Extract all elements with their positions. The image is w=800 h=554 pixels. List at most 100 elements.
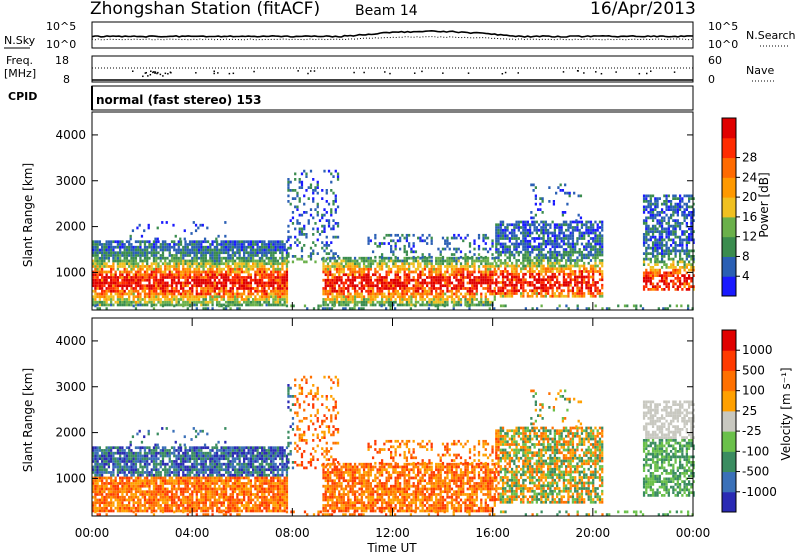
- echo-cell: [656, 249, 659, 253]
- echo-cell: [672, 263, 675, 266]
- echo-cell: [231, 254, 234, 257]
- echo-cell: [566, 202, 569, 206]
- echo-cell: [186, 267, 189, 271]
- echo-cell: [92, 284, 95, 288]
- echo-cell: [437, 259, 440, 263]
- echo-cell: [569, 272, 572, 276]
- echo-cell: [672, 233, 675, 236]
- echo-cell: [331, 300, 334, 304]
- echo-cell: [213, 248, 216, 252]
- echo-cell: [513, 231, 516, 235]
- echo-cell: [342, 270, 345, 274]
- echo-cell: [484, 270, 487, 274]
- echo-cell: [356, 276, 359, 279]
- echo-cell: [444, 239, 447, 243]
- echo-cell: [274, 256, 277, 260]
- echo-cell: [439, 270, 442, 274]
- echo-cell: [601, 242, 604, 246]
- echo-cell: [672, 230, 675, 233]
- echo-cell: [656, 219, 659, 222]
- echo-cell: [576, 259, 579, 262]
- echo-cell: [281, 248, 284, 252]
- echo-cell: [464, 259, 467, 263]
- echo-cell: [274, 303, 277, 307]
- echo-cell: [362, 256, 366, 260]
- freq-panel: Freq. [MHz] 18 8 60 0 Nave: [4, 54, 776, 86]
- echo-cell: [477, 247, 481, 251]
- echo-cell: [270, 256, 273, 260]
- echo-cell: [107, 243, 111, 246]
- echo-cell: [197, 295, 201, 299]
- echo-cell: [276, 243, 280, 246]
- echo-cell: [468, 292, 472, 296]
- echo-cell: [501, 286, 505, 290]
- echo-cell: [687, 211, 691, 214]
- echo-cell: [173, 276, 176, 279]
- echo-cell: [558, 272, 561, 276]
- echo-cell: [553, 275, 557, 279]
- echo-cell: [326, 307, 329, 310]
- echo-cell: [497, 231, 500, 235]
- echo-cell: [159, 254, 162, 257]
- echo-cell: [351, 281, 354, 285]
- echo-cell: [285, 278, 289, 282]
- echo-cell: [173, 267, 176, 271]
- echo-cell: [508, 272, 511, 276]
- echo-cell: [540, 231, 543, 235]
- echo-cell: [204, 245, 207, 249]
- echo-cell: [426, 284, 429, 288]
- echo-cell: [274, 295, 277, 299]
- echo-cell: [596, 237, 599, 240]
- echo-cell: [669, 279, 673, 283]
- echo-cell: [261, 248, 264, 252]
- echo-cell: [499, 228, 502, 232]
- echo-cell: [103, 248, 106, 252]
- echo-cell: [571, 245, 575, 249]
- nave-dot: [154, 71, 157, 73]
- echo-cell: [263, 240, 266, 244]
- echo-cell: [177, 243, 180, 246]
- echo-cell: [206, 248, 210, 252]
- echo-cell: [155, 248, 158, 252]
- echo-cell: [356, 284, 359, 288]
- echo-cell: [376, 284, 379, 288]
- echo-cell: [690, 285, 693, 288]
- echo-cell: [580, 242, 584, 246]
- echo-cell: [676, 197, 679, 200]
- echo-cell: [305, 260, 308, 264]
- echo-cell: [112, 295, 115, 299]
- echo-cell: [453, 287, 456, 290]
- echo-cell: [240, 256, 244, 260]
- echo-cell: [285, 276, 289, 279]
- echo-cell: [213, 254, 216, 257]
- nave-dot: [595, 71, 597, 73]
- echo-cell: [340, 298, 343, 301]
- echo-cell: [576, 304, 579, 308]
- echo-cell: [457, 273, 460, 277]
- echo-cell: [224, 278, 228, 282]
- echo-cell: [332, 191, 335, 195]
- echo-cell: [412, 303, 415, 307]
- echo-cell: [542, 237, 545, 240]
- echo-cell: [150, 292, 153, 296]
- echo-cell: [303, 224, 306, 228]
- echo-cell: [247, 284, 250, 288]
- echo-cell: [233, 270, 237, 274]
- echo-cell: [569, 234, 572, 238]
- echo-cell: [642, 277, 646, 280]
- echo-cell: [143, 298, 147, 301]
- echo-cell: [690, 263, 693, 266]
- echo-cell: [580, 294, 584, 298]
- echo-cell: [504, 226, 507, 229]
- echo-cell: [685, 205, 688, 209]
- echo-cell: [683, 194, 686, 198]
- echo-cell: [112, 248, 115, 252]
- echo-cell: [243, 240, 246, 244]
- echo-cell: [587, 234, 590, 238]
- echo-cell: [414, 304, 417, 308]
- echo-cell: [491, 278, 494, 282]
- echo-cell: [256, 243, 259, 246]
- echo-cell: [553, 245, 557, 249]
- echo-cell: [258, 276, 262, 279]
- echo-cell: [501, 242, 505, 246]
